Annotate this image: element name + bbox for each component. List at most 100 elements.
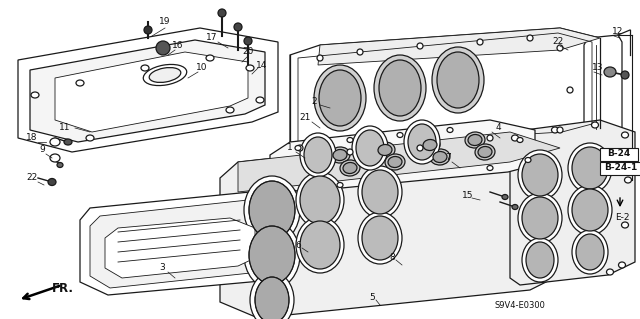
Polygon shape xyxy=(510,120,635,285)
Ellipse shape xyxy=(522,154,558,196)
Text: S9V4-E0300: S9V4-E0300 xyxy=(495,300,545,309)
Ellipse shape xyxy=(296,217,344,273)
Ellipse shape xyxy=(423,139,437,151)
Ellipse shape xyxy=(625,177,632,183)
Ellipse shape xyxy=(300,133,336,177)
Ellipse shape xyxy=(404,120,440,164)
Ellipse shape xyxy=(340,160,360,176)
Ellipse shape xyxy=(149,68,181,82)
Text: E-2: E-2 xyxy=(615,213,629,222)
Ellipse shape xyxy=(330,147,350,163)
Ellipse shape xyxy=(250,272,294,319)
Text: B-24: B-24 xyxy=(607,150,630,159)
Ellipse shape xyxy=(618,262,625,268)
Text: 14: 14 xyxy=(256,61,268,70)
Ellipse shape xyxy=(143,64,187,85)
Ellipse shape xyxy=(337,182,343,188)
Text: 8: 8 xyxy=(389,254,395,263)
Ellipse shape xyxy=(511,135,518,141)
Ellipse shape xyxy=(300,176,340,224)
Ellipse shape xyxy=(437,52,479,108)
Ellipse shape xyxy=(246,65,254,71)
Ellipse shape xyxy=(296,172,344,228)
Text: 21: 21 xyxy=(300,114,310,122)
Polygon shape xyxy=(270,120,535,192)
Text: 9: 9 xyxy=(39,145,45,154)
Ellipse shape xyxy=(357,49,363,55)
Ellipse shape xyxy=(374,55,426,121)
Text: 16: 16 xyxy=(172,41,184,49)
Ellipse shape xyxy=(50,138,60,146)
Text: 3: 3 xyxy=(159,263,165,272)
Ellipse shape xyxy=(141,65,149,71)
Text: 15: 15 xyxy=(462,190,474,199)
Ellipse shape xyxy=(572,189,608,231)
Ellipse shape xyxy=(300,221,340,269)
Ellipse shape xyxy=(297,145,303,151)
Polygon shape xyxy=(290,28,600,155)
Text: 5: 5 xyxy=(369,293,375,302)
Ellipse shape xyxy=(522,197,558,239)
Ellipse shape xyxy=(314,65,366,131)
Text: 11: 11 xyxy=(60,123,71,132)
Ellipse shape xyxy=(557,127,563,133)
Bar xyxy=(600,162,640,175)
Polygon shape xyxy=(18,28,278,152)
Ellipse shape xyxy=(522,238,558,282)
Ellipse shape xyxy=(347,149,353,155)
Ellipse shape xyxy=(408,124,436,160)
Ellipse shape xyxy=(234,23,242,31)
Ellipse shape xyxy=(379,60,421,116)
Ellipse shape xyxy=(343,162,357,174)
Ellipse shape xyxy=(244,176,300,244)
Ellipse shape xyxy=(255,277,289,319)
Ellipse shape xyxy=(568,185,612,235)
Ellipse shape xyxy=(552,127,559,133)
Polygon shape xyxy=(238,132,560,192)
Ellipse shape xyxy=(352,126,388,170)
Ellipse shape xyxy=(512,204,518,210)
Polygon shape xyxy=(90,200,278,288)
Ellipse shape xyxy=(356,130,384,166)
Ellipse shape xyxy=(156,41,170,55)
Ellipse shape xyxy=(388,157,402,167)
Ellipse shape xyxy=(465,132,485,148)
Ellipse shape xyxy=(48,179,56,186)
Ellipse shape xyxy=(468,135,482,145)
Ellipse shape xyxy=(604,67,616,77)
Polygon shape xyxy=(584,35,622,142)
Polygon shape xyxy=(55,52,248,132)
Ellipse shape xyxy=(527,35,533,41)
Ellipse shape xyxy=(57,162,63,167)
Ellipse shape xyxy=(50,154,60,162)
Ellipse shape xyxy=(447,128,453,132)
Text: 2: 2 xyxy=(311,98,317,107)
Ellipse shape xyxy=(576,234,604,270)
Polygon shape xyxy=(220,132,560,318)
Ellipse shape xyxy=(375,142,395,158)
Ellipse shape xyxy=(64,139,72,145)
Ellipse shape xyxy=(304,137,332,173)
Ellipse shape xyxy=(358,212,402,264)
Text: 7: 7 xyxy=(445,153,451,162)
Text: 22: 22 xyxy=(26,174,38,182)
Text: 17: 17 xyxy=(206,33,218,42)
Ellipse shape xyxy=(333,150,347,160)
Ellipse shape xyxy=(420,137,440,153)
Ellipse shape xyxy=(433,152,447,162)
Ellipse shape xyxy=(526,242,554,278)
Bar xyxy=(600,148,638,161)
Ellipse shape xyxy=(76,80,84,86)
Ellipse shape xyxy=(358,166,402,218)
Ellipse shape xyxy=(518,150,562,200)
Ellipse shape xyxy=(295,145,301,151)
Ellipse shape xyxy=(417,43,423,49)
Ellipse shape xyxy=(249,226,295,284)
Ellipse shape xyxy=(319,70,361,126)
Ellipse shape xyxy=(621,132,628,138)
Ellipse shape xyxy=(621,71,629,79)
Ellipse shape xyxy=(249,181,295,239)
Polygon shape xyxy=(30,40,265,142)
Ellipse shape xyxy=(487,135,493,141)
Ellipse shape xyxy=(518,193,562,243)
